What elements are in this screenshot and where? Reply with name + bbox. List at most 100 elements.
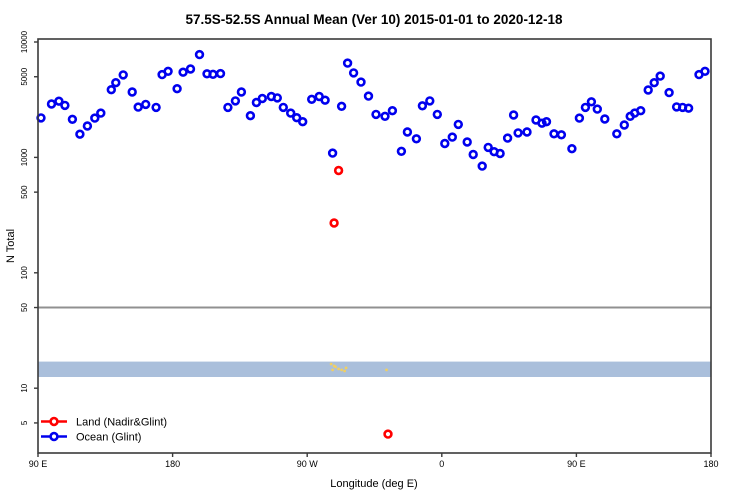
data-point-ocean <box>453 119 463 130</box>
data-point-ocean <box>54 96 64 106</box>
data-point-ocean <box>556 130 567 140</box>
data-point-ocean <box>106 84 117 95</box>
data-point-ocean <box>272 93 282 103</box>
data-point-ocean <box>151 102 161 113</box>
y-tick-label: 500 <box>20 185 29 199</box>
data-point-ocean <box>574 113 585 123</box>
data-point-ocean <box>635 105 646 116</box>
y-tick-label: 5 <box>20 420 29 425</box>
data-point-ocean <box>278 102 288 113</box>
y-tick-label: 10000 <box>20 30 29 53</box>
data-point-ocean <box>643 85 653 95</box>
data-point-ocean <box>380 111 390 122</box>
data-point-ocean <box>411 134 422 144</box>
data-point-land <box>383 429 393 439</box>
data-point-yellow <box>331 368 334 372</box>
data-point-ocean <box>320 95 330 105</box>
data-point-ocean <box>194 49 205 60</box>
plot-border <box>37 38 712 454</box>
data-point-ocean <box>60 100 70 111</box>
data-point-ocean <box>223 102 233 113</box>
data-point-ocean <box>96 108 106 118</box>
data-point-ocean <box>425 96 435 106</box>
data-point-ocean <box>580 102 591 113</box>
legend-item-land: Land (Nadir&Glint) <box>41 417 167 429</box>
data-point-ocean <box>327 148 338 158</box>
data-point-ocean <box>477 161 487 171</box>
data-point-yellow <box>337 367 340 371</box>
data-point-yellow <box>329 362 333 366</box>
data-point-ocean <box>356 77 366 87</box>
legend-land-label: Land (Nadir&Glint) <box>76 417 167 429</box>
data-point-land <box>333 165 344 176</box>
data-point-ocean <box>402 127 413 137</box>
data-point-ocean <box>586 97 597 107</box>
legend-item-ocean: Ocean (Glint) <box>41 432 141 444</box>
data-point-ocean <box>612 129 622 139</box>
data-point-yellow <box>340 368 343 372</box>
data-point-ocean <box>133 102 143 112</box>
data-point-ocean <box>90 113 100 123</box>
data-point-ocean <box>541 116 552 127</box>
data-point-ocean <box>619 120 629 130</box>
data-point-ocean <box>111 77 121 88</box>
data-point-ocean <box>508 110 519 120</box>
data-point-ocean <box>600 114 610 124</box>
data-point-ocean <box>417 101 428 111</box>
y-tick-label: 5000 <box>20 67 29 85</box>
data-point-ocean <box>655 71 665 81</box>
data-point-ocean <box>141 99 151 110</box>
data-point-ocean <box>127 87 137 97</box>
data-point-yellow <box>343 369 346 373</box>
data-point-yellow <box>385 368 388 372</box>
data-point-ocean <box>387 105 398 116</box>
data-point-ocean <box>236 87 247 97</box>
data-point-ocean <box>67 114 78 125</box>
data-point-ocean <box>592 104 602 114</box>
data-point-ocean <box>363 91 374 101</box>
data-point-ocean <box>468 149 478 160</box>
data-point-ocean <box>513 128 523 138</box>
data-point-ocean <box>245 110 256 121</box>
data-point-ocean <box>178 67 188 77</box>
legend-ocean-marker-icon <box>49 431 59 442</box>
data-point-yellow <box>334 365 337 369</box>
y-axis-title: N Total <box>5 229 17 263</box>
data-point-ocean <box>396 146 407 157</box>
x-tick-label: 0 <box>439 459 444 469</box>
data-point-ocean <box>483 142 493 153</box>
yellow-marks-group <box>329 362 388 373</box>
x-tick-label: 90 E <box>567 459 586 469</box>
legend-ocean-label: Ocean (Glint) <box>76 432 141 444</box>
x-tick-label: 90 W <box>297 459 319 469</box>
y-tick-label: 1000 <box>20 148 29 166</box>
x-tick-label: 90 E <box>29 459 48 469</box>
legend-land-marker-icon <box>49 416 59 427</box>
data-point-ocean <box>567 144 577 154</box>
data-point-ocean <box>215 68 226 79</box>
data-point-ocean <box>549 129 559 139</box>
chart-title: 57.5S-52.5S Annual Mean (Ver 10) 2015-01… <box>186 12 563 27</box>
data-point-ocean <box>649 77 659 88</box>
uncertainty-band <box>38 361 711 377</box>
data-point-ocean <box>447 132 457 142</box>
data-point-ocean <box>664 87 674 98</box>
data-point-ocean <box>46 99 57 109</box>
data-point-ocean <box>502 133 513 143</box>
data-point-ocean <box>307 94 317 105</box>
data-point-ocean <box>118 70 128 80</box>
data-point-ocean <box>292 112 302 123</box>
data-point-ocean <box>298 116 308 127</box>
data-point-ocean <box>432 109 442 120</box>
data-point-ocean <box>75 129 85 139</box>
data-point-ocean <box>286 108 296 118</box>
data-point-ocean <box>440 138 450 149</box>
data-point-ocean <box>257 93 267 104</box>
x-axis-title: Longitude (deg E) <box>330 478 417 490</box>
data-point-ocean <box>371 109 381 120</box>
data-point-ocean <box>163 66 173 77</box>
y-tick-label: 50 <box>20 303 29 312</box>
data-point-ocean <box>700 66 710 77</box>
